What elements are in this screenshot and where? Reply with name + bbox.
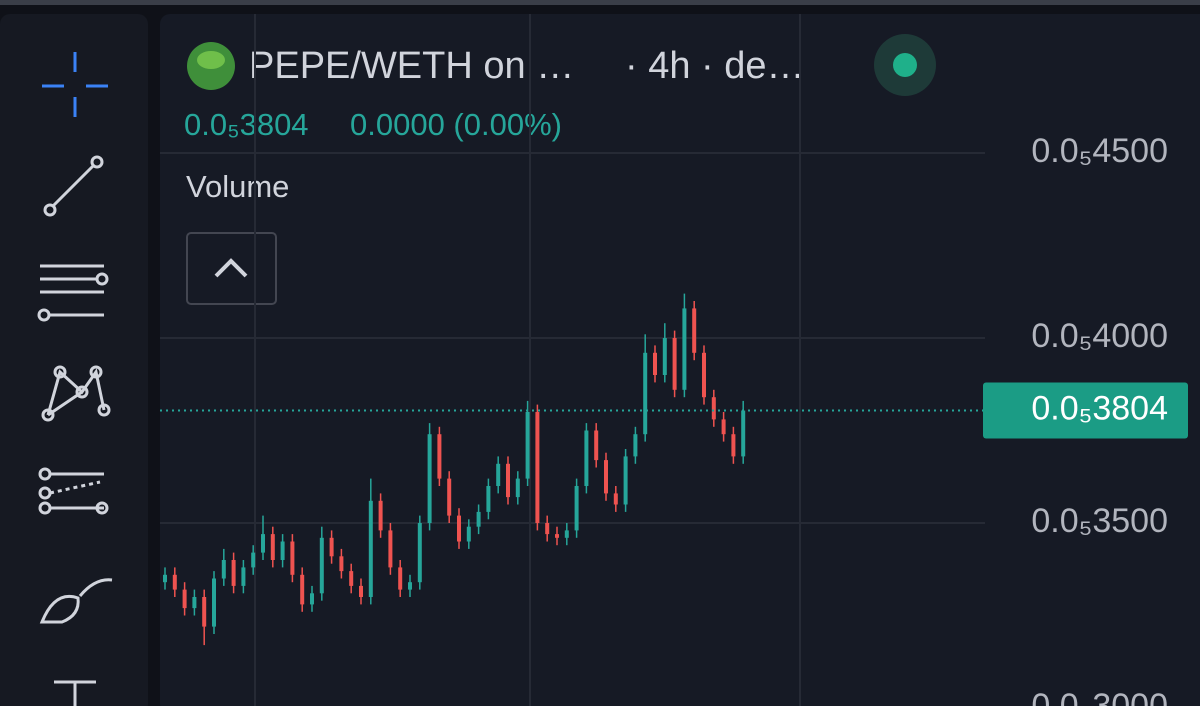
y-tick-label: 0.0₅4500 (1031, 132, 1168, 170)
candle-body (202, 597, 207, 627)
candle-body (300, 574, 305, 605)
candle-body (515, 478, 520, 498)
y-tick-label: 0.0₅3500 (1031, 502, 1168, 540)
candle-body (280, 541, 285, 561)
candle-body (310, 593, 314, 605)
fib-tool[interactable] (37, 264, 109, 322)
candle-body (486, 486, 491, 512)
candle-body (574, 486, 579, 531)
candle-body (662, 338, 667, 376)
candle-body (319, 537, 324, 594)
candle-body (231, 560, 236, 586)
last-price-box (983, 382, 1188, 439)
candle-body (653, 352, 657, 376)
candle-body (594, 430, 599, 461)
pattern-tool[interactable] (41, 365, 111, 422)
prediction-tool[interactable] (38, 467, 109, 515)
toolbar (0, 14, 148, 706)
candle-body (359, 585, 363, 598)
candle-body (447, 478, 452, 516)
candle-body (368, 500, 373, 598)
candle-body (525, 412, 530, 479)
candle-body (584, 430, 589, 487)
candle-body (692, 308, 697, 353)
candle-body (672, 338, 677, 390)
candle-body (192, 597, 197, 609)
last-price-label: 0.0₅3804 (1031, 390, 1168, 428)
candle-body (496, 463, 501, 487)
candle-body (741, 410, 746, 457)
candle-body (476, 511, 481, 527)
collapse-button[interactable] (186, 232, 277, 305)
indicator-label[interactable]: Volume (186, 169, 289, 204)
pair-icon-face (197, 51, 225, 69)
candle-body (437, 434, 442, 479)
candle-body (251, 552, 256, 568)
legend-last: 0.0₅3804 (184, 107, 309, 142)
candle-body (172, 574, 177, 590)
chart-panel (160, 14, 1200, 706)
candle-body (329, 537, 334, 557)
trendline-tool[interactable] (43, 155, 104, 217)
top-bar (0, 0, 1200, 5)
symbol-title[interactable]: PEPE/WETH on … (249, 45, 574, 87)
candle-body (339, 556, 344, 572)
candle-body (212, 578, 216, 627)
status-dot (893, 53, 917, 77)
candle-body (457, 515, 461, 542)
candle-body (545, 523, 550, 535)
candle-body (535, 412, 540, 524)
candle-body (721, 419, 726, 435)
brush-tool[interactable] (39, 578, 113, 624)
candle-body (398, 567, 403, 590)
candle-body (221, 560, 226, 579)
text-tool[interactable] (54, 680, 96, 706)
candle-body (378, 500, 383, 531)
candle-body (702, 352, 706, 398)
interval[interactable]: · 4h · de… (625, 45, 805, 87)
legend-change: 0.0000 (0.00%) (350, 107, 562, 142)
collapse-arrow (214, 258, 248, 278)
vertical-grid (254, 14, 801, 706)
y-tick-label: 0.0₅4000 (1031, 317, 1168, 355)
candle-body (731, 434, 736, 457)
candle-body (417, 523, 422, 583)
candle-body (633, 434, 638, 457)
candle-body (182, 589, 187, 609)
candle-body (613, 493, 618, 505)
candle-body (241, 567, 246, 586)
candle-body (261, 534, 265, 553)
plot: 0.0₅3000 0.0₅3500 0.0₅4000 0.0₅4500 0.0₅3804 (160, 132, 1188, 706)
candle-body (682, 308, 687, 390)
candle-body (711, 397, 716, 420)
candle-body (466, 526, 471, 542)
candle-body (163, 574, 167, 583)
crosshair-tool[interactable] (42, 52, 108, 117)
y-tick-label: 0.0₅3000 (1031, 687, 1168, 706)
candle-body (290, 541, 295, 575)
candle-body (408, 582, 412, 590)
candle-body (643, 352, 648, 435)
candle-body (270, 534, 275, 561)
candle-body (604, 460, 608, 494)
candle-body (427, 434, 432, 524)
candle-body (623, 456, 628, 505)
candle-body (349, 571, 354, 586)
candle-body (555, 534, 559, 538)
candle-body (388, 530, 393, 568)
candle-body (506, 463, 510, 498)
candle-body (564, 530, 569, 538)
